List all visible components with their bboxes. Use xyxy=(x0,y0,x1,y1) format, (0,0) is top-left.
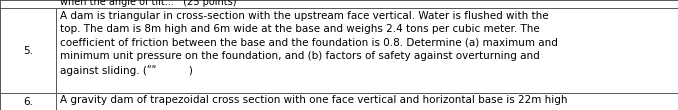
Text: when the angle of tilt...   (25 points): when the angle of tilt... (25 points) xyxy=(60,0,237,7)
Text: 6.: 6. xyxy=(23,96,33,106)
Text: A gravity dam of trapezoidal cross section with one face vertical and horizontal: A gravity dam of trapezoidal cross secti… xyxy=(60,95,567,105)
Text: A dam is triangular in cross-section with the upstream face vertical. Water is f: A dam is triangular in cross-section wit… xyxy=(60,11,558,76)
Text: 5.: 5. xyxy=(23,46,33,56)
